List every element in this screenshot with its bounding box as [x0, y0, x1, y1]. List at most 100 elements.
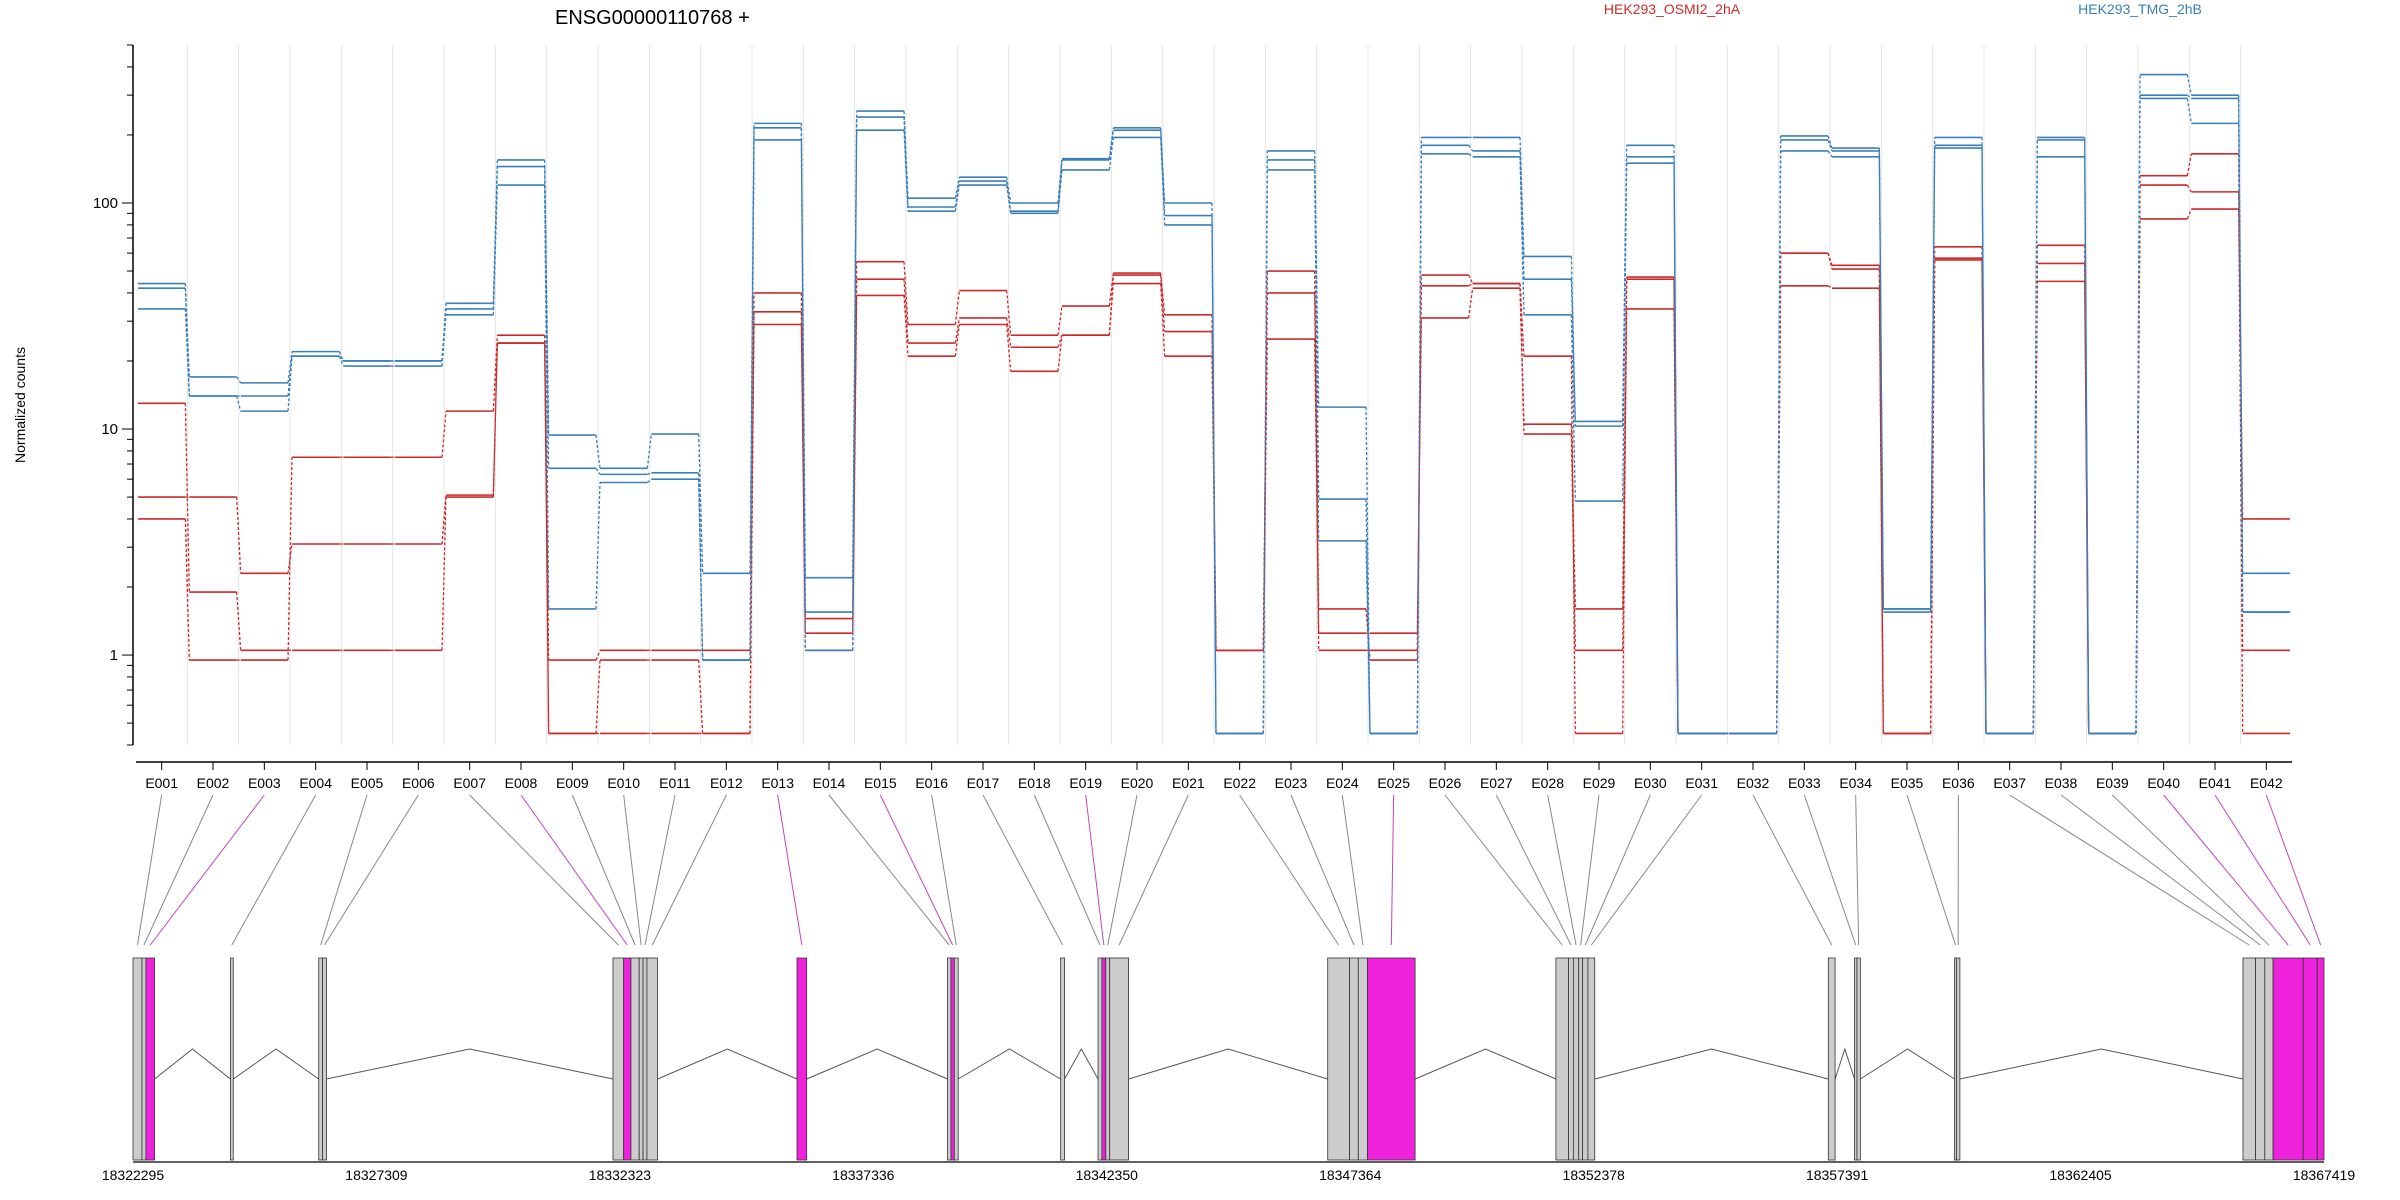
exon-connector — [1107, 794, 1138, 946]
exon-block-e031 — [1587, 957, 1596, 1161]
data-connector — [1314, 292, 1320, 609]
data-connector — [184, 518, 190, 661]
genomic-tick-label: 18337336 — [832, 1167, 895, 1183]
data-connector — [698, 434, 704, 574]
exon-connector — [1085, 794, 1105, 946]
exon-connector — [1239, 794, 1340, 946]
exon-block-e011 — [642, 957, 648, 1161]
data-connector — [2084, 137, 2090, 734]
data-connector — [1057, 158, 1063, 204]
exon-block-e029 — [1578, 957, 1584, 1161]
exon-connector — [1855, 794, 1860, 946]
exon-connector — [2163, 794, 2289, 946]
exon-block-e001 — [132, 957, 143, 1161]
genomic-tick-label: 18327309 — [345, 1167, 408, 1183]
exon-connector — [571, 794, 636, 946]
exon-block-e025 — [1367, 957, 1416, 1161]
data-connector — [1006, 290, 1012, 336]
exon-connector — [1752, 794, 1833, 946]
data-connector — [441, 497, 447, 651]
x-tick-label: E041 — [2199, 775, 2232, 791]
exon-connectors — [136, 794, 2322, 946]
x-tick-label: E005 — [351, 775, 384, 791]
y-tick-label: 1 — [110, 647, 118, 664]
x-tick-label: E017 — [967, 775, 1000, 791]
x-tick-label: E032 — [1737, 775, 1770, 791]
x-tick-label: E006 — [402, 775, 435, 791]
intron-line — [326, 1048, 614, 1080]
data-connector — [287, 351, 293, 383]
exon-block-e020 — [1105, 957, 1111, 1161]
exon-block-e040 — [2272, 957, 2304, 1161]
exon-block-e002 — [141, 957, 147, 1161]
data-connector — [2084, 139, 2090, 734]
data-connector — [1519, 150, 1525, 280]
data-connector — [698, 472, 704, 661]
data-connector — [441, 495, 447, 545]
exon-connector — [879, 794, 954, 946]
intron-line — [1128, 1048, 1328, 1080]
data-connector — [184, 283, 190, 377]
data-connector — [595, 650, 601, 661]
data-connector — [2186, 74, 2192, 96]
data-connector — [954, 180, 960, 208]
exon-block-e017 — [1060, 957, 1065, 1161]
exon-block-e012 — [646, 957, 659, 1161]
data-connector — [236, 395, 242, 412]
data-connector — [1262, 150, 1268, 734]
data-connector — [287, 356, 293, 397]
data-connector — [1108, 274, 1114, 336]
data-connector — [1776, 135, 1782, 734]
data-connector — [1519, 283, 1525, 425]
exon-connector — [1495, 794, 1572, 946]
data-connector — [544, 185, 550, 609]
exon-connector — [2265, 794, 2322, 946]
exon-connector — [982, 794, 1064, 946]
data-connector — [1827, 139, 1833, 152]
data-connector — [698, 660, 704, 734]
data-connector — [647, 472, 652, 475]
data-connector — [2186, 208, 2192, 220]
data-connector — [1160, 274, 1166, 332]
x-tick-label: E033 — [1788, 775, 1821, 791]
data-connector — [1108, 130, 1114, 161]
exon-block-e039 — [2264, 957, 2274, 1161]
gene-model — [132, 957, 2325, 1161]
exon-connector — [931, 794, 957, 946]
exon-block-e037 — [2242, 957, 2256, 1161]
data-connector — [1468, 153, 1474, 158]
data-connector — [1930, 148, 1936, 613]
exon-connector — [469, 794, 619, 946]
data-connector — [1160, 127, 1166, 204]
exon-connector — [828, 794, 950, 946]
exon-block-e013 — [796, 957, 808, 1161]
x-tick-label: E037 — [1993, 775, 2026, 791]
exon-block-e015 — [950, 957, 955, 1161]
data-connector — [1827, 285, 1833, 289]
y-axis-label: Normalized counts — [12, 347, 28, 463]
exon-connector — [1033, 794, 1101, 946]
intron-line — [154, 1048, 231, 1080]
genomic-tick-label: 18352378 — [1563, 1167, 1626, 1183]
data-connector — [492, 159, 498, 304]
data-connector — [184, 403, 190, 593]
exon-connector — [2214, 794, 2311, 946]
x-tick-label: E027 — [1480, 775, 1513, 791]
x-tick-label: E023 — [1275, 775, 1308, 791]
x-tick-label: E011 — [659, 775, 691, 791]
exon-connector — [1803, 794, 1857, 946]
exon-connector — [1547, 794, 1577, 946]
x-tick-label: E004 — [299, 775, 332, 791]
data-connector — [646, 433, 652, 469]
data-connector — [903, 111, 909, 199]
x-tick-label: E039 — [2096, 775, 2129, 791]
x-tick-label: E010 — [607, 775, 640, 791]
intron-line — [1594, 1048, 1829, 1080]
data-connector — [852, 111, 858, 578]
exon-block-e026 — [1555, 957, 1569, 1161]
data-connector — [236, 376, 242, 384]
x-tick-label: E002 — [197, 775, 230, 791]
data-connector — [1519, 283, 1525, 357]
data-connector — [2186, 94, 2192, 99]
data-connector — [2032, 137, 2038, 734]
